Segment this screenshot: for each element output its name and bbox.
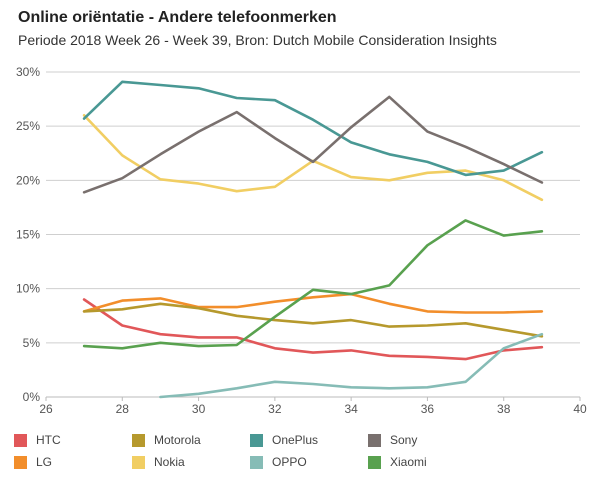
y-tick-label: 30%: [16, 65, 40, 79]
series-line-xiaomi: [82, 219, 544, 350]
y-tick-label: 15%: [16, 228, 40, 242]
legend-swatch: [14, 433, 27, 447]
x-tick-label: 28: [116, 402, 130, 416]
legend-item-lg: LG: [14, 453, 52, 471]
legend-item-motorola: Motorola: [132, 431, 201, 449]
legend-label: HTC: [36, 433, 61, 447]
legend-swatch: [250, 433, 263, 447]
chart-subtitle: Periode 2018 Week 26 - Week 39, Bron: Du…: [18, 32, 497, 48]
x-tick-label: 38: [497, 402, 511, 416]
legend-swatch: [14, 455, 27, 469]
legend-swatch: [368, 455, 381, 469]
legend-swatch: [368, 433, 381, 447]
plot-area: 0% 5% 10% 15% 20% 25% 30% 26 28 30 32 34 36 38 40: [16, 65, 587, 416]
y-tick-label: 20%: [16, 173, 40, 187]
x-tick-label: 36: [421, 402, 435, 416]
legend-item-xiaomi: Xiaomi: [368, 453, 427, 471]
legend-label: OnePlus: [272, 433, 319, 447]
legend-swatch: [250, 455, 263, 469]
legend-swatch: [132, 433, 145, 447]
legend-label: OPPO: [272, 455, 307, 469]
x-tick-label: 32: [268, 402, 282, 416]
legend-label: Xiaomi: [390, 455, 427, 469]
legend-label: Nokia: [154, 455, 185, 469]
legend-item-nokia: Nokia: [132, 453, 185, 471]
x-tick-label: 30: [192, 402, 206, 416]
y-tick-label: 10%: [16, 282, 40, 296]
series-line-oppo: [159, 332, 544, 399]
x-tick-label: 34: [344, 402, 358, 416]
y-tick-label: 25%: [16, 119, 40, 133]
series-line-nokia: [82, 114, 544, 202]
x-tick-label: 26: [39, 402, 53, 416]
y-tick-label: 5%: [23, 336, 41, 350]
legend-label: Sony: [390, 433, 418, 447]
legend: HTC LG Motorola Nokia OnePlus OPPO Sony Xiaomi: [14, 431, 574, 471]
legend-label: Motorola: [154, 433, 201, 447]
legend-label: LG: [36, 455, 53, 469]
series-line-htc: [82, 298, 544, 361]
series-line-sony: [82, 95, 544, 194]
series-line-lg: [82, 292, 544, 314]
y-tick-label: 0%: [23, 390, 41, 404]
series-line-motorola: [82, 302, 544, 338]
legend-item-htc: HTC: [14, 431, 61, 449]
legend-item-sony: Sony: [368, 431, 417, 449]
legend-item-oppo: OPPO: [250, 453, 307, 471]
x-tick-label: 40: [573, 402, 587, 416]
chart-title: Online oriëntatie - Andere telefoonmerke…: [18, 9, 337, 26]
legend-item-oneplus: OnePlus: [250, 431, 318, 449]
series-line-oneplus: [82, 80, 544, 177]
legend-swatch: [132, 455, 145, 469]
